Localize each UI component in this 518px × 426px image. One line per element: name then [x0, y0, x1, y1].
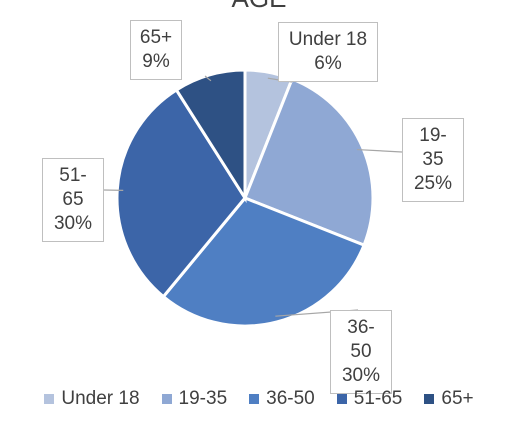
legend-swatch-under-18: [44, 394, 55, 404]
data-label-19-35-value: 25%: [413, 173, 453, 194]
pie-slice-19-35: [243, 77, 375, 248]
legend-swatch-65-plus: [424, 394, 435, 404]
data-label-36-50-category: 36-50: [347, 317, 375, 362]
legend-swatch-36-50: [249, 394, 260, 404]
data-label-65-plus: 65+ 9%: [130, 20, 182, 80]
legend-label-65-plus: 65+: [441, 388, 474, 409]
legend-label-19-35: 19-35: [178, 388, 228, 409]
leader-line-19-35: [356, 148, 403, 153]
pie-slice-65-plus: [174, 68, 247, 204]
chart-title: AGE: [0, 0, 518, 14]
data-label-51-65: 51-65 30%: [42, 158, 104, 242]
data-label-36-50-value: 30%: [341, 365, 381, 386]
legend-item-under-18: Under 18: [44, 388, 140, 410]
legend-item-51-65: 51-65: [336, 388, 403, 410]
data-label-19-35: 19-35 25%: [402, 118, 464, 202]
leader-line-65-plus: [204, 75, 212, 82]
data-label-65-plus-category: 65+: [139, 27, 173, 48]
legend-item-65-plus: 65+: [424, 388, 474, 410]
data-label-65-plus-value: 9%: [142, 51, 170, 72]
legend-label-36-50: 36-50: [266, 388, 315, 409]
data-label-51-65-value: 30%: [53, 213, 93, 234]
data-label-under-18-category: Under 18: [288, 29, 368, 50]
legend-label-51-65: 51-65: [353, 388, 403, 409]
pie-slice-36-50: [161, 196, 366, 328]
data-label-under-18: Under 18 6%: [278, 22, 378, 82]
legend: Under 18 19-35 36-50 51-65 65+: [0, 388, 518, 410]
legend-swatch-19-35: [161, 394, 172, 404]
data-label-19-35-category: 19-35: [419, 125, 447, 170]
legend-item-19-35: 19-35: [161, 388, 228, 410]
data-label-under-18-value: 6%: [314, 53, 342, 74]
data-label-36-50: 36-50 30%: [330, 310, 392, 394]
legend-swatch-51-65: [336, 394, 347, 404]
legend-label-under-18: Under 18: [61, 388, 140, 409]
data-label-51-65-category: 51-65: [59, 165, 87, 210]
legend-item-36-50: 36-50: [249, 388, 315, 410]
